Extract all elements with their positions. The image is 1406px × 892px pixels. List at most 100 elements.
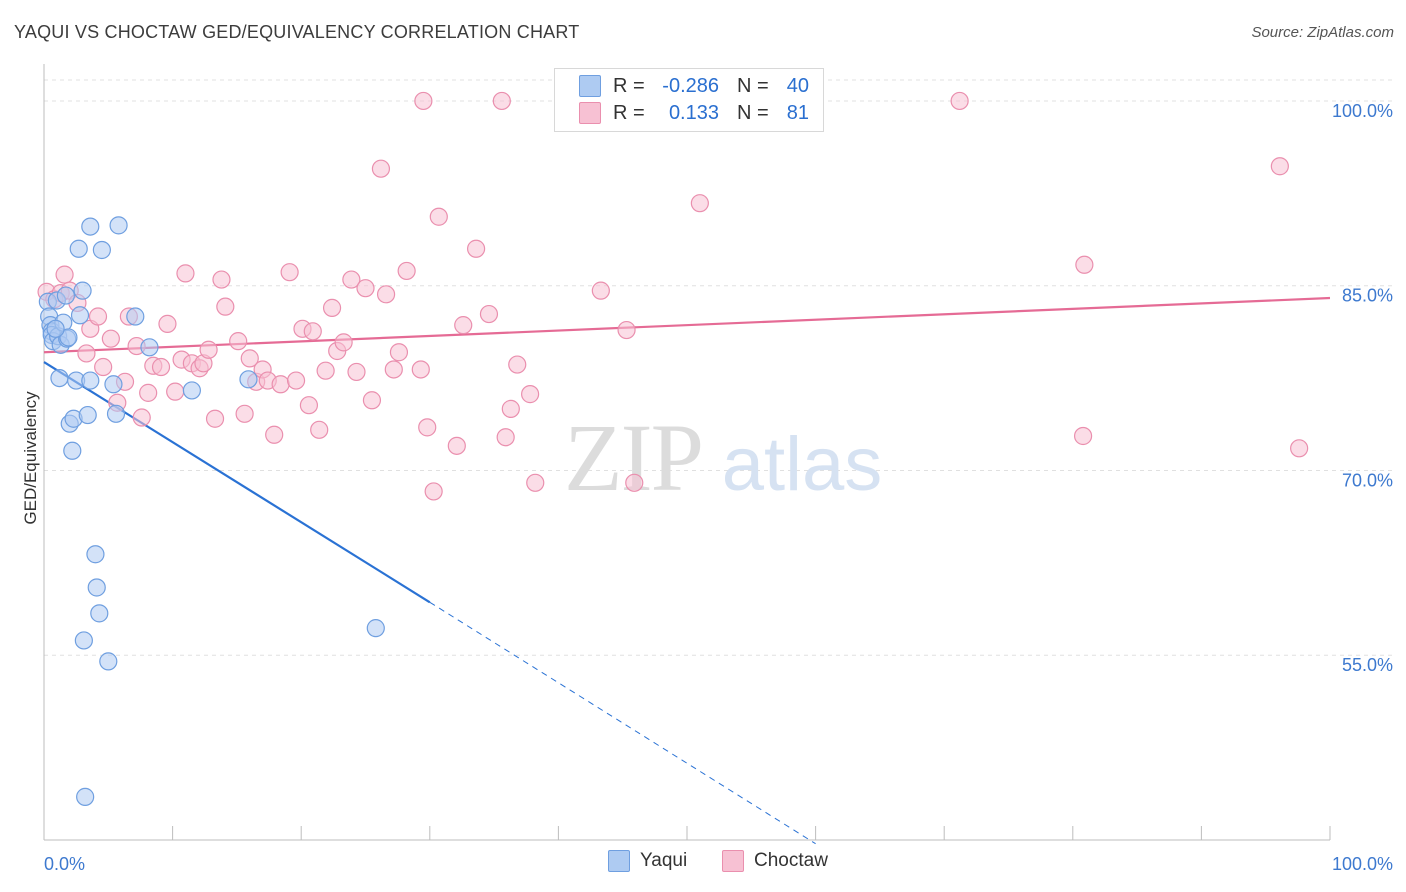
choctaw-point: [347, 362, 366, 382]
yaqui-point: [140, 338, 159, 357]
legend-box: R = -0.286 N = 40 R = 0.133 N = 81: [554, 68, 824, 132]
yaqui-point: [56, 286, 75, 305]
yaqui-trend-extension: [429, 601, 816, 845]
y-tick-label: 85.0%: [1342, 286, 1393, 306]
legend-r-label: R =: [613, 101, 645, 124]
choctaw-point: [286, 371, 306, 390]
y-axis-label: GED/Equivalency: [21, 391, 40, 525]
choctaw-point: [424, 482, 443, 501]
choctaw-point: [389, 343, 409, 362]
legend-n-label: N =: [737, 101, 769, 124]
choctaw-point: [101, 329, 120, 348]
yaqui-point: [87, 578, 106, 597]
choctaw-point: [199, 340, 218, 359]
yaqui-point: [70, 306, 90, 325]
choctaw-point: [316, 361, 335, 380]
choctaw-point: [88, 307, 108, 326]
yaqui-point: [76, 787, 95, 806]
choctaw-point: [466, 239, 486, 258]
legend-r-value: -0.286: [662, 74, 719, 97]
yaqui-point: [86, 545, 105, 564]
choctaw-point: [418, 418, 437, 437]
choctaw-point: [216, 297, 235, 316]
yaqui-point: [73, 281, 92, 300]
choctaw-point: [299, 396, 319, 415]
choctaw-point: [397, 261, 416, 281]
choctaw-point: [1270, 157, 1289, 176]
choctaw-point: [501, 399, 520, 418]
choctaw-point: [384, 360, 403, 379]
choctaw-point: [303, 322, 322, 341]
legend-n-label: N =: [737, 74, 769, 97]
choctaw-point: [625, 473, 644, 492]
choctaw-point: [77, 344, 96, 363]
legend-n-value: 81: [786, 101, 809, 124]
choctaw-point: [229, 332, 248, 351]
choctaw-point: [1290, 439, 1309, 458]
bottom-legend-yaqui: Yaqui: [608, 850, 687, 872]
yaqui-point: [69, 239, 88, 258]
choctaw-point: [132, 408, 151, 427]
choctaw-point: [454, 316, 473, 335]
choctaw-point: [521, 385, 540, 404]
choctaw-point: [496, 428, 515, 447]
x-tick-label: 100.0%: [1332, 854, 1393, 874]
choctaw-point: [271, 375, 290, 394]
choctaw-point: [411, 360, 430, 379]
yaqui-point: [106, 404, 126, 423]
choctaw-legend-label: Choctaw: [754, 850, 828, 871]
y-tick-label: 100.0%: [1332, 101, 1393, 121]
choctaw-point: [235, 404, 254, 423]
source-label: Source: ZipAtlas.com: [1251, 24, 1394, 41]
legend-n-value: 40: [786, 74, 809, 97]
watermark-atlas: atlas: [722, 422, 883, 507]
choctaw-point: [158, 314, 177, 333]
yaqui-point: [81, 217, 100, 236]
y-tick-labels: 55.0% 70.0% 85.0% 100.0%: [1332, 101, 1393, 675]
choctaw-trend-line: [43, 296, 1331, 354]
data-points: [37, 91, 1309, 806]
choctaw-point: [342, 270, 361, 289]
yaqui-point: [63, 441, 82, 460]
yaqui-point: [46, 319, 65, 338]
yaqui-point: [92, 240, 111, 260]
trend-lines: [43, 296, 1331, 845]
choctaw-point: [212, 270, 231, 289]
choctaw-point: [151, 357, 171, 377]
legend-row-yaqui: R = -0.286 N = 40: [579, 74, 809, 98]
choctaw-point: [526, 473, 545, 492]
choctaw-point: [479, 304, 499, 324]
choctaw-point: [55, 265, 74, 284]
yaqui-point: [239, 370, 258, 389]
yaqui-point: [182, 381, 201, 400]
yaqui-point: [126, 307, 145, 326]
choctaw-point: [492, 91, 511, 111]
choctaw-point: [376, 285, 396, 304]
choctaw-point: [617, 320, 636, 340]
x-tick-labels: 0.0% 100.0%: [44, 854, 1393, 874]
choctaw-point: [322, 298, 342, 317]
chart-title: YAQUI VS CHOCTAW GED/EQUIVALENCY CORRELA…: [14, 22, 580, 42]
choctaw-point: [94, 357, 113, 377]
choctaw-point: [356, 279, 375, 298]
choctaw-point: [1075, 255, 1094, 274]
legend-row-choctaw: R = 0.133 N = 81: [579, 101, 809, 125]
yaqui-point: [74, 631, 93, 650]
y-tick-label: 55.0%: [1342, 655, 1393, 675]
yaqui-point: [109, 216, 128, 235]
yaqui-legend-swatch: [608, 850, 630, 872]
bottom-legend-choctaw: Choctaw: [722, 850, 828, 872]
choctaw-point: [414, 91, 433, 111]
choctaw-point: [166, 382, 185, 401]
yaqui-point: [59, 328, 78, 347]
choctaw-point: [591, 281, 610, 300]
choctaw-point: [690, 194, 709, 213]
watermark: ZIP atlas: [564, 404, 882, 511]
choctaw-point: [280, 263, 299, 282]
legend-r-value: 0.133: [668, 101, 719, 124]
grid-lines: [44, 79, 1392, 656]
choctaw-point: [362, 391, 382, 410]
choctaw-point: [447, 436, 466, 455]
yaqui-point: [104, 375, 123, 394]
